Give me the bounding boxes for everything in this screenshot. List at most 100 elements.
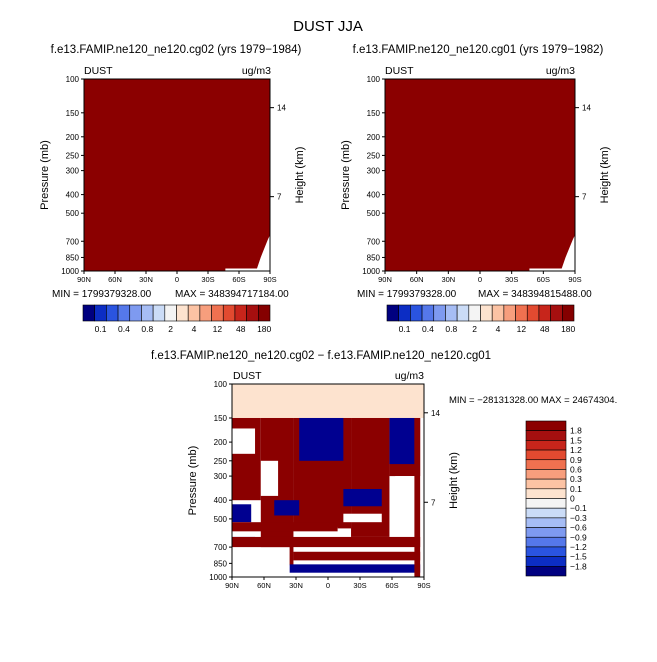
colorbar-box [525,449,567,461]
panel-diff-var: DUST [233,370,262,382]
colorbar-box [82,304,95,322]
x-tick-label: 60N [410,275,424,284]
colorbar-box [468,304,481,322]
diff-region [389,417,415,465]
x-tick-label: 90N [225,581,239,590]
colorbar-label: 0.8 [445,324,457,334]
colorbar-label: 0.4 [118,324,130,334]
x-tick-label: 90S [417,581,430,590]
colorbar-label: 1.8 [570,426,582,436]
colorbar-label: 0.6 [570,464,582,474]
colorbar-left: 0.1 0.4 0.8 2 4 12 48 180 [82,304,272,334]
colorbar-label: 2 [168,324,173,334]
field-fill [385,79,575,271]
colorbar-box [525,546,567,557]
y-right-tick-label: 7 [277,193,282,202]
y-tick-label: 850 [214,559,228,568]
colorbar-label: −0.6 [570,523,587,533]
colorbar-label: 48 [236,324,246,334]
panel-right: f.e13.FAMIP.ne120_ne120.cg01 (yrs 1979−1… [340,44,611,334]
colorbar-label: 180 [257,324,271,334]
panel-diff: f.e13.FAMIP.ne120_ne120.cg02 − f.e13.FAM… [151,350,617,590]
colorbar-box [538,304,551,322]
y-tick-label: 400 [66,191,80,200]
colorbar-box [386,304,399,322]
colorbar-box [410,304,423,322]
colorbar-label: 0 [570,494,575,504]
colorbar-box [525,527,567,538]
colorbar-label: 0.1 [399,324,411,334]
colorbar-box [421,304,435,322]
colorbar-box [398,304,411,322]
y-tick-label: 1000 [362,267,380,276]
colorbar-label: 1.5 [570,435,582,445]
diff-region [232,536,421,548]
diff-region [274,500,300,516]
colorbar-box [515,304,528,322]
x-tick-label: 30N [139,275,153,284]
x-tick-label: 60S [385,581,398,590]
colorbar-box [106,304,119,322]
colorbar-box [141,304,154,322]
panel-right-min: MIN = 1799379328.00 [357,289,457,300]
diff-region [235,547,290,577]
colorbar-label: 0.4 [422,324,434,334]
panel-left-var: DUST [84,65,113,77]
colorbar-box [480,304,493,322]
y-tick-label: 250 [66,151,80,160]
diff-region [414,417,421,577]
diff-region [343,513,382,523]
panel-left-min: MIN = 1799379328.00 [52,289,152,300]
x-tick-label: 0 [326,581,330,590]
y-tick-label: 1000 [61,267,79,276]
colorbar-label: −0.9 [570,532,587,542]
diff-region [232,428,256,454]
y-tick-label: 500 [66,209,80,218]
colorbar-box [246,304,259,322]
diff-region [395,476,415,512]
y-tick-label: 300 [367,167,381,176]
y-right-tick-label: 14 [431,409,440,418]
colorbar-box [258,304,271,322]
colorbar-label: 1.2 [570,445,582,455]
y-tick-label: 400 [367,191,381,200]
colorbar-label: 180 [561,324,575,334]
colorbar-label: 0.1 [570,484,582,494]
upper-band [232,384,424,418]
colorbar-box [550,304,563,322]
y-axis-label: Pressure (mb) [39,140,51,210]
colorbar-box [526,304,540,322]
colorbar-box [525,459,567,470]
y-axis-label-right: Height (km) [294,147,306,204]
diff-region [289,564,421,573]
y-axis-label-right: Height (km) [448,452,460,509]
colorbar-box [525,536,567,548]
colorbar-label: 0.8 [141,324,153,334]
colorbar-box [562,304,575,322]
colorbar-label: 0.1 [95,324,107,334]
x-tick-label: 60N [108,275,122,284]
colorbar-box [525,440,567,451]
diff-region [232,522,338,532]
panel-right-max: MAX = 348394815488.00 [478,289,592,300]
x-tick-label: 60S [232,275,245,284]
colorbar-box [525,478,567,490]
colorbar-box [117,304,131,322]
colorbar-box [525,517,567,528]
x-tick-label: 30S [505,275,518,284]
colorbar-box [525,488,567,499]
y-right-tick-label: 7 [582,193,587,202]
colorbar-box [525,420,567,431]
colorbar-label: 0.3 [570,474,582,484]
x-tick-label: 30N [289,581,303,590]
colorbar-box [211,304,224,322]
y-tick-label: 200 [367,133,381,142]
y-axis-label: Pressure (mb) [187,446,199,516]
panel-right-title: f.e13.FAMIP.ne120_ne120.cg01 (yrs 1979−1… [353,44,604,56]
diff-region [299,417,344,461]
x-tick-label: 60N [257,581,271,590]
x-tick-label: 0 [478,275,482,284]
